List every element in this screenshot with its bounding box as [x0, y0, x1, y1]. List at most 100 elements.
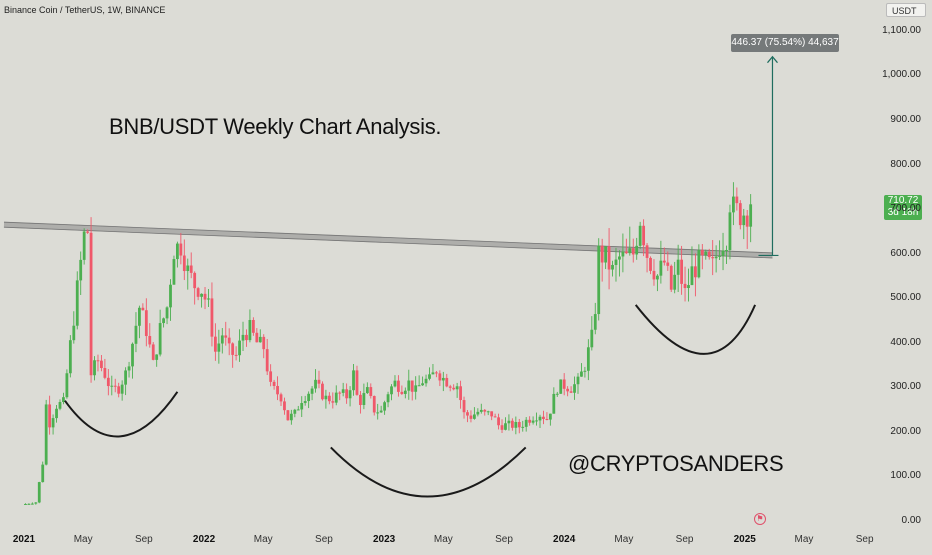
candle-body [251, 319, 255, 333]
candle-body [559, 379, 563, 394]
candle-body [176, 243, 179, 260]
candle-body [407, 380, 411, 391]
candle-body [624, 251, 628, 254]
candle-body [24, 503, 27, 505]
candle-body [196, 288, 200, 297]
candle-body [576, 376, 580, 385]
candle-body [600, 245, 604, 263]
candle-body [365, 387, 369, 394]
candle-body [96, 360, 100, 362]
candle-body [327, 395, 331, 402]
candle-body [151, 344, 155, 360]
candle-body [369, 387, 373, 397]
candle-body [307, 393, 311, 402]
candle-body [524, 419, 528, 427]
candle-body [162, 318, 165, 324]
y-tick-label: 400.00 [890, 336, 921, 348]
x-tick-label: Sep [134, 534, 153, 545]
candle-body [189, 265, 193, 273]
candle-body [144, 310, 148, 337]
y-tick-label: 0.00 [901, 515, 921, 526]
candle-body [75, 280, 79, 326]
candle-body [683, 283, 687, 289]
y-tick-label: 800.00 [890, 158, 921, 170]
candle-body [58, 402, 62, 409]
candle-body [383, 402, 387, 411]
last-price-badge: 710.72 3d 18h [884, 195, 922, 221]
candle-body [293, 409, 297, 414]
candle-body [687, 285, 690, 289]
candle-body [462, 400, 466, 413]
candle-body [566, 388, 570, 392]
candle-body [697, 250, 701, 278]
candle-body [86, 231, 90, 233]
candle-body [134, 325, 138, 344]
candle-body [103, 368, 107, 378]
candle-body [314, 379, 317, 389]
candle-body [424, 378, 428, 384]
measure-arrow-head [767, 55, 778, 64]
candle-body [386, 394, 390, 403]
x-tick-label: May [253, 534, 273, 545]
candle-body [590, 329, 594, 348]
candle-body [317, 379, 321, 384]
candle-body [44, 404, 48, 465]
candle-body [514, 422, 518, 428]
candle-body [62, 397, 65, 403]
candle-body [321, 383, 324, 400]
candle-body [614, 259, 618, 265]
candle-body [714, 256, 718, 259]
candle-body [193, 272, 197, 289]
candle-body [303, 401, 307, 404]
candle-body [742, 215, 746, 226]
candle-body [331, 401, 335, 403]
candle-body [30, 503, 34, 505]
candle-body [79, 259, 83, 281]
candle-body [718, 255, 721, 257]
candle-body [428, 374, 431, 379]
symbol-title: Binance Coin / TetherUS, 1W, BINANCE [4, 5, 166, 15]
candle-body [352, 370, 355, 391]
candle-body [507, 420, 511, 424]
candle-body [611, 264, 614, 270]
arc-layer [64, 304, 757, 498]
candle-body [400, 391, 404, 394]
candle-body [255, 332, 259, 343]
candle-body [749, 204, 753, 227]
candle-body [265, 349, 269, 372]
y-tick-label: 500.00 [890, 292, 921, 304]
candle-body [573, 384, 576, 393]
candle-body [459, 386, 462, 401]
candle-body [486, 411, 490, 413]
candle-body [666, 262, 670, 266]
candle-body [113, 385, 117, 387]
candle-body [348, 390, 352, 399]
candle-body [269, 371, 273, 382]
candle-body [528, 419, 532, 423]
tradingview-flag-icon[interactable]: ⚑ [754, 513, 766, 525]
x-tick-label: May [614, 534, 634, 545]
candle-body [731, 196, 735, 213]
candle-body [479, 409, 483, 412]
candle-body [694, 266, 697, 278]
currency-badge[interactable]: USDT [886, 3, 926, 17]
candle-body [55, 408, 58, 419]
candle-body [586, 347, 590, 371]
candle-body [445, 377, 449, 387]
candle-body [711, 257, 715, 259]
candle-body [286, 410, 290, 421]
candle-body [213, 336, 217, 352]
candle-body [338, 392, 342, 394]
candle-body [41, 464, 45, 483]
candle-body [662, 260, 666, 263]
candle-body [283, 401, 286, 411]
candle-body [203, 293, 207, 300]
candle-body [628, 248, 632, 254]
candle-body [241, 334, 245, 341]
x-tick-label: 2021 [12, 534, 36, 545]
candle-body [431, 372, 435, 375]
candle-body [182, 255, 186, 272]
trendline-edge-bottom [3, 226, 773, 259]
